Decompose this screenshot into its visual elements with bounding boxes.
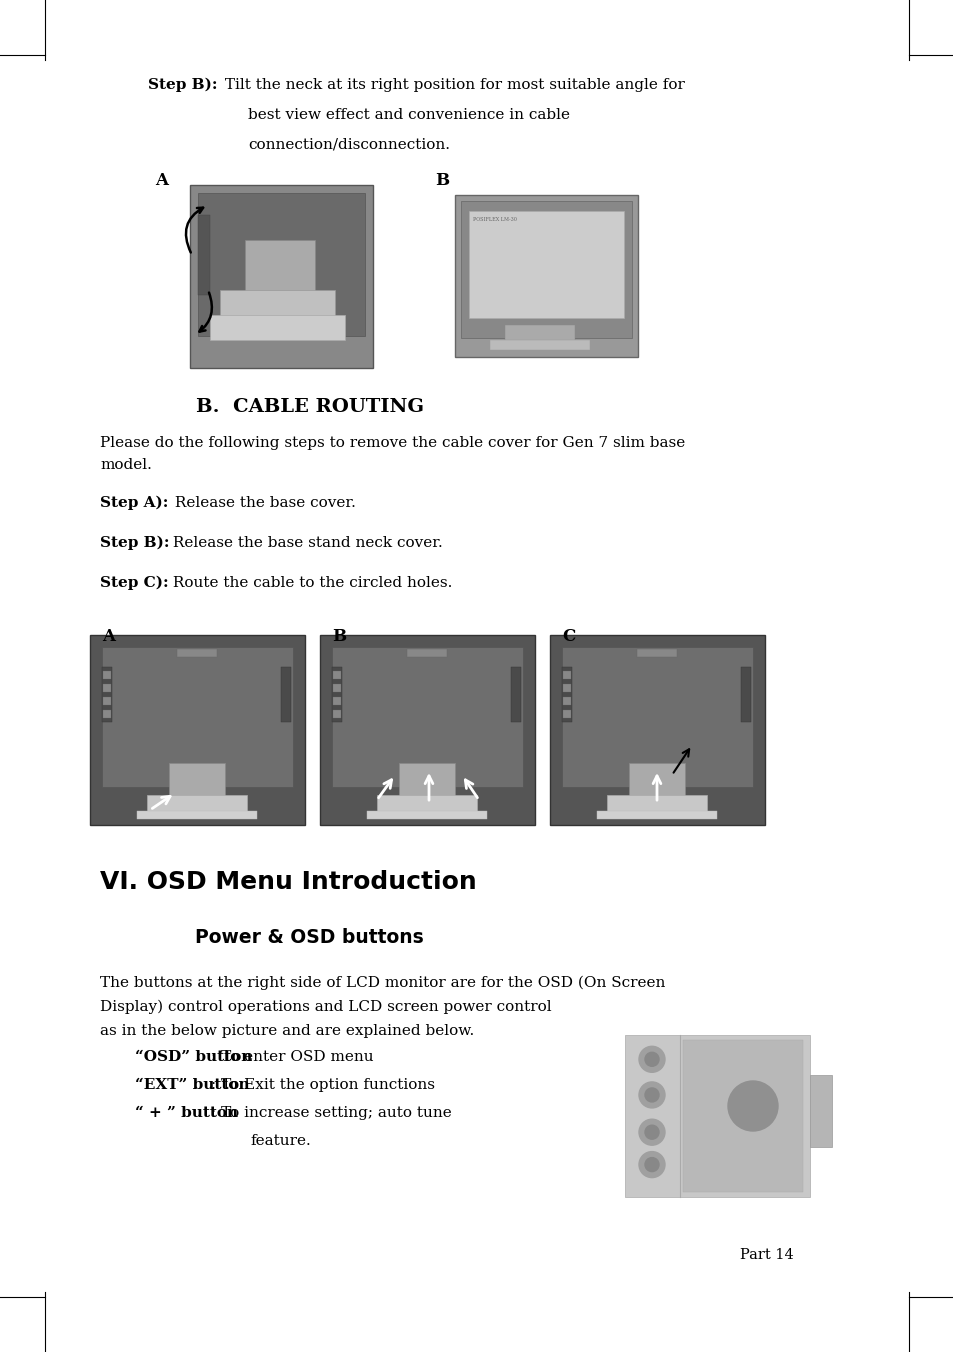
Bar xyxy=(319,635,535,825)
Bar xyxy=(455,195,638,357)
Text: A: A xyxy=(102,627,115,645)
Text: Power & OSD buttons: Power & OSD buttons xyxy=(194,927,423,946)
Text: B.  CABLE ROUTING: B. CABLE ROUTING xyxy=(195,397,423,416)
Bar xyxy=(333,710,340,718)
Bar xyxy=(333,671,340,679)
Circle shape xyxy=(639,1082,664,1107)
Bar xyxy=(137,811,256,819)
Text: feature.: feature. xyxy=(250,1134,311,1148)
Bar xyxy=(332,648,522,787)
Bar xyxy=(606,795,706,813)
Text: B: B xyxy=(332,627,346,645)
Bar xyxy=(169,763,225,800)
Bar xyxy=(90,635,305,825)
Bar xyxy=(210,315,345,339)
Bar xyxy=(103,671,111,679)
Bar xyxy=(740,667,750,722)
Bar xyxy=(469,211,623,318)
Bar xyxy=(562,698,571,704)
Bar xyxy=(333,684,340,692)
Text: VI. OSD Menu Introduction: VI. OSD Menu Introduction xyxy=(100,869,476,894)
Text: POSIFLEX LM-30: POSIFLEX LM-30 xyxy=(473,218,517,222)
Circle shape xyxy=(644,1052,659,1067)
Text: connection/disconnection.: connection/disconnection. xyxy=(248,138,450,151)
Text: “ + ” button: “ + ” button xyxy=(135,1106,238,1119)
Bar xyxy=(511,667,520,722)
Circle shape xyxy=(644,1157,659,1172)
Bar xyxy=(682,1040,802,1192)
Bar xyxy=(637,649,677,657)
Text: Step B):: Step B): xyxy=(148,78,217,92)
Bar xyxy=(460,201,631,338)
Text: Release the base stand neck cover.: Release the base stand neck cover. xyxy=(168,535,442,550)
Text: B: B xyxy=(435,172,449,189)
Bar xyxy=(490,339,589,350)
Text: A: A xyxy=(154,172,168,189)
Text: Part 14: Part 14 xyxy=(740,1248,793,1261)
Bar xyxy=(367,811,486,819)
Text: as in the below picture and are explained below.: as in the below picture and are explaine… xyxy=(100,1023,474,1038)
Text: Step B):: Step B): xyxy=(100,535,170,550)
Circle shape xyxy=(639,1046,664,1072)
Text: C: C xyxy=(561,627,575,645)
Bar xyxy=(190,185,373,368)
Bar xyxy=(245,241,314,306)
Bar xyxy=(550,635,764,825)
Text: best view effect and convenience in cable: best view effect and convenience in cabl… xyxy=(248,108,569,122)
Text: Tilt the neck at its right position for most suitable angle for: Tilt the neck at its right position for … xyxy=(220,78,684,92)
Bar xyxy=(628,763,684,800)
Bar xyxy=(597,811,717,819)
Bar xyxy=(407,649,447,657)
Bar xyxy=(102,667,112,722)
Bar xyxy=(103,698,111,704)
Bar xyxy=(103,684,111,692)
Text: : To Exit the option functions: : To Exit the option functions xyxy=(211,1078,435,1092)
Bar xyxy=(398,763,455,800)
Bar xyxy=(332,667,341,722)
Text: “OSD” button: “OSD” button xyxy=(135,1051,253,1064)
Bar xyxy=(147,795,247,813)
Text: Step A):: Step A): xyxy=(100,496,168,511)
Bar xyxy=(198,215,210,295)
Bar xyxy=(504,324,575,343)
Bar xyxy=(562,684,571,692)
Text: model.: model. xyxy=(100,458,152,472)
Circle shape xyxy=(644,1125,659,1140)
Text: Release the base cover.: Release the base cover. xyxy=(170,496,355,510)
Bar xyxy=(562,671,571,679)
Bar xyxy=(561,667,572,722)
Bar xyxy=(562,710,571,718)
Bar xyxy=(198,193,365,337)
Text: : To enter OSD menu: : To enter OSD menu xyxy=(211,1051,374,1064)
Text: Display) control operations and LCD screen power control: Display) control operations and LCD scre… xyxy=(100,1000,551,1014)
Text: : To increase setting; auto tune: : To increase setting; auto tune xyxy=(211,1106,452,1119)
Bar xyxy=(281,667,291,722)
Text: Please do the following steps to remove the cable cover for Gen 7 slim base: Please do the following steps to remove … xyxy=(100,435,684,450)
Bar xyxy=(561,648,752,787)
Bar xyxy=(102,648,293,787)
Text: Step C):: Step C): xyxy=(100,576,169,591)
Circle shape xyxy=(639,1152,664,1178)
Bar xyxy=(177,649,216,657)
Circle shape xyxy=(727,1082,778,1132)
Bar xyxy=(376,795,476,813)
Bar xyxy=(809,1075,831,1146)
Circle shape xyxy=(644,1088,659,1102)
Bar xyxy=(220,289,335,335)
Text: Route the cable to the circled holes.: Route the cable to the circled holes. xyxy=(168,576,452,589)
Bar xyxy=(333,698,340,704)
Text: The buttons at the right side of LCD monitor are for the OSD (On Screen: The buttons at the right side of LCD mon… xyxy=(100,976,664,991)
Bar xyxy=(103,710,111,718)
Text: “EXT” button: “EXT” button xyxy=(135,1078,250,1092)
Bar xyxy=(624,1036,809,1197)
Circle shape xyxy=(639,1119,664,1145)
